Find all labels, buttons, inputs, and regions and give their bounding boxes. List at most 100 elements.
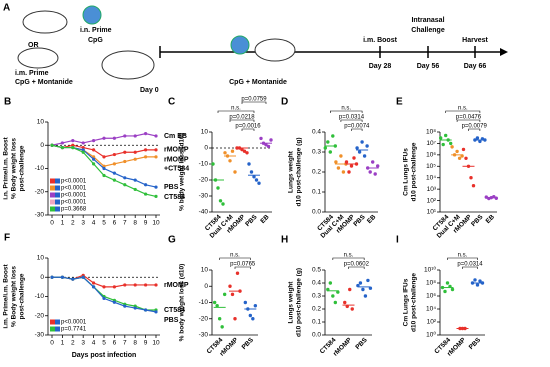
significance-label: p=0.0765 xyxy=(230,262,256,268)
data-point xyxy=(349,164,354,168)
adjuvant-label: CpG + Montanide xyxy=(15,79,73,86)
legend-swatch xyxy=(55,192,60,198)
y-tick-label: 10⁶ xyxy=(426,152,436,159)
x-tick-label: 0 xyxy=(50,340,54,347)
significance-bracket xyxy=(217,110,255,113)
data-point xyxy=(363,294,368,298)
significance-bracket xyxy=(348,266,365,269)
significance-label: n.s. xyxy=(341,106,351,112)
data-point xyxy=(357,150,362,154)
data-point xyxy=(102,155,106,159)
data-point xyxy=(218,199,223,203)
data-point xyxy=(154,185,158,189)
y-tick-label: 10⁸ xyxy=(426,280,436,287)
y-tick-label: 0.1 xyxy=(312,319,321,326)
p-value-label: p<0.0001 xyxy=(61,186,87,192)
data-point xyxy=(441,142,445,147)
data-point xyxy=(251,317,255,321)
panel-label: D xyxy=(281,97,288,108)
y-tick-label: -40 xyxy=(199,209,209,216)
data-point xyxy=(92,139,96,143)
data-point xyxy=(473,278,477,282)
y-tick-label: 10⁰ xyxy=(426,331,436,339)
y-tick-label: 0.3 xyxy=(312,149,321,156)
y-tick-label: 0.4 xyxy=(312,129,321,136)
data-point xyxy=(362,154,367,158)
data-point xyxy=(144,148,148,152)
y-tick-label: -30 xyxy=(199,332,209,339)
y-tick-label: 10² xyxy=(427,197,437,204)
data-point xyxy=(350,307,354,311)
y-tick-label: -10 xyxy=(35,293,45,300)
y-tick-label: 10³ xyxy=(427,186,437,193)
y-tick-label: 0.4 xyxy=(312,280,321,287)
y-tick-label: 0 xyxy=(40,274,44,281)
significance-bracket xyxy=(241,128,255,131)
y-tick-label: 10¹⁰ xyxy=(424,266,436,274)
data-point xyxy=(245,151,249,155)
prime-route: i.n. Prime xyxy=(80,27,112,34)
panel-label: C xyxy=(168,97,175,108)
x-tick-label: 0 xyxy=(50,220,54,227)
significance-bracket xyxy=(330,110,363,113)
data-point xyxy=(144,183,148,187)
data-point xyxy=(133,306,137,310)
data-point xyxy=(336,166,341,170)
data-point xyxy=(133,150,137,154)
significance-label: n.s. xyxy=(458,253,468,259)
data-point xyxy=(355,146,359,150)
data-point xyxy=(112,152,116,157)
y-axis-label: % body weight loss (d10) xyxy=(179,264,186,342)
data-point xyxy=(228,159,232,163)
data-point xyxy=(228,284,232,288)
data-point xyxy=(461,147,466,152)
x-tick-label: PBS xyxy=(468,336,483,351)
data-point xyxy=(339,154,343,158)
significance-label: p=0.0602 xyxy=(344,262,370,268)
data-point xyxy=(123,134,127,138)
data-point xyxy=(333,300,338,305)
data-point xyxy=(469,176,473,180)
data-point xyxy=(154,148,158,152)
panel-label: F xyxy=(4,233,10,244)
x-tick-label: EB xyxy=(366,213,378,225)
y-axis-label: d10 post-challenge (g) xyxy=(296,138,303,207)
data-point xyxy=(71,277,75,281)
significance-label: n.s. xyxy=(458,106,468,112)
significance-bracket xyxy=(241,101,267,104)
significance-bracket xyxy=(340,119,363,122)
data-point xyxy=(102,164,106,168)
x-tick-label: 3 xyxy=(81,220,85,227)
x-tick-label: 10 xyxy=(152,220,160,227)
data-point xyxy=(102,136,106,140)
data-point xyxy=(102,296,106,301)
significance-label: n.s. xyxy=(231,106,241,112)
data-point xyxy=(216,186,220,190)
significance-bracket xyxy=(332,257,365,260)
data-point xyxy=(247,162,251,166)
x-tick-label: 2 xyxy=(71,340,75,347)
data-point xyxy=(223,151,227,155)
data-point xyxy=(102,166,106,171)
legend-swatch xyxy=(50,192,55,198)
y-tick-label: 0.2 xyxy=(312,306,321,313)
data-point xyxy=(242,149,247,153)
data-point xyxy=(60,141,64,145)
y-tick-label: 10² xyxy=(427,319,437,326)
data-point xyxy=(133,187,137,192)
legend-swatch xyxy=(55,178,60,184)
legend-label: rMOMP xyxy=(164,147,189,154)
legend-swatch xyxy=(55,319,60,325)
y-tick-label: -20 xyxy=(35,188,45,195)
data-point xyxy=(154,194,158,198)
panel-label: E xyxy=(396,97,403,108)
y-tick-label: 10 xyxy=(37,255,45,262)
legend-swatch xyxy=(55,326,60,332)
or-label: OR xyxy=(28,42,39,49)
x-tick-label: rMOMP xyxy=(332,336,354,358)
legend-swatch xyxy=(55,206,60,212)
data-point xyxy=(133,283,137,287)
adjuvant-label: CpG xyxy=(88,37,103,44)
data-point xyxy=(450,287,455,292)
y-tick-label: -30 xyxy=(35,332,45,339)
